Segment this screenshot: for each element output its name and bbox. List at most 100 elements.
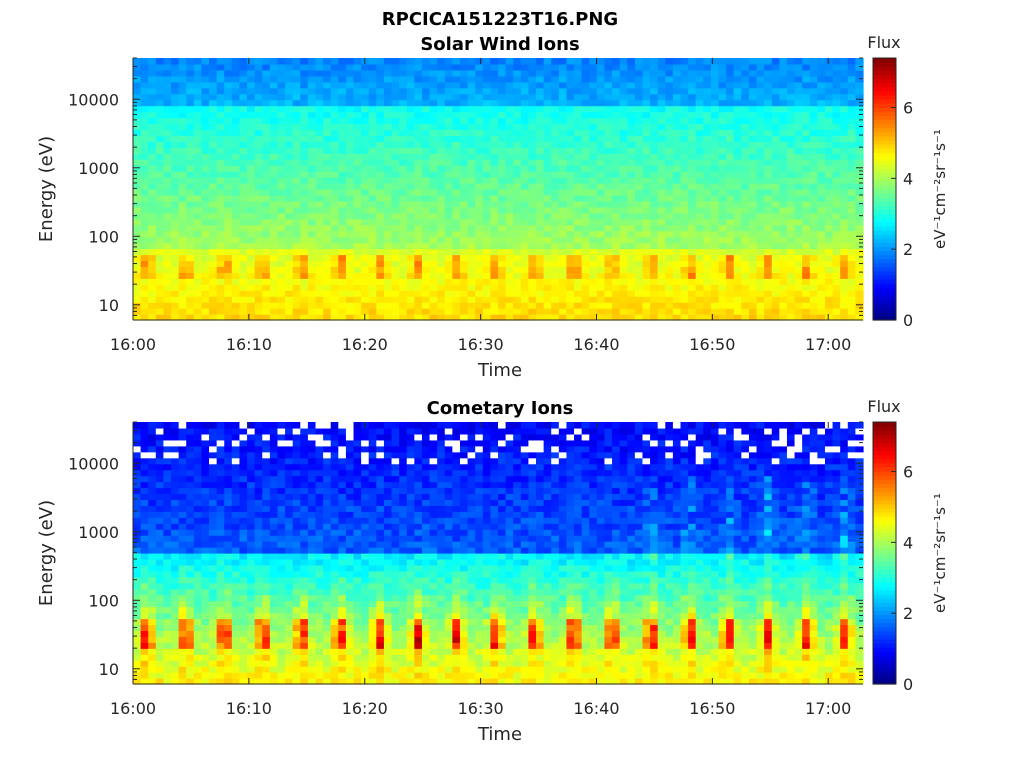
heatmap-cell <box>719 302 727 309</box>
heatmap-cell <box>209 660 217 667</box>
heatmap-cell <box>376 141 384 148</box>
heatmap-cell <box>513 82 521 89</box>
heatmap-cell <box>802 290 810 297</box>
heatmap-cell <box>833 118 841 125</box>
heatmap-cell <box>217 100 225 107</box>
heatmap-cell <box>171 106 179 113</box>
heatmap-cell <box>163 589 171 596</box>
heatmap-cell <box>148 654 156 661</box>
heatmap-cell <box>490 153 498 160</box>
heatmap-cell <box>133 607 141 614</box>
heatmap-cell <box>163 260 171 267</box>
heatmap-cell <box>141 571 149 578</box>
heatmap-cell <box>528 237 536 244</box>
heatmap-cell <box>612 106 620 113</box>
heatmap-cell <box>757 129 765 136</box>
heatmap-cell <box>361 135 369 142</box>
heatmap-cell <box>604 195 612 202</box>
heatmap-cell <box>270 177 278 184</box>
heatmap-cell <box>247 272 255 279</box>
heatmap-cell <box>582 201 590 208</box>
heatmap-cell <box>582 82 590 89</box>
heatmap-cell <box>361 237 369 244</box>
heatmap-cell <box>574 243 582 250</box>
heatmap-cell <box>156 82 164 89</box>
heatmap-cell <box>171 249 179 256</box>
heatmap-cell <box>741 82 749 89</box>
heatmap-cell <box>437 118 445 125</box>
heatmap-cell <box>779 58 787 65</box>
heatmap-cell <box>795 284 803 291</box>
heatmap-cell <box>277 94 285 101</box>
heatmap-cell <box>346 88 354 95</box>
heatmap-cell <box>779 278 787 285</box>
heatmap-cell <box>156 272 164 279</box>
heatmap-cell <box>323 70 331 77</box>
heatmap-cell <box>217 434 225 441</box>
heatmap-cell <box>764 153 772 160</box>
heatmap-cell <box>848 70 856 77</box>
heatmap-cell <box>597 94 605 101</box>
heatmap-cell <box>521 272 529 279</box>
heatmap-cell <box>810 302 818 309</box>
heatmap-cell <box>513 225 521 232</box>
heatmap-cell <box>224 302 232 309</box>
heatmap-cell <box>232 302 240 309</box>
heatmap-cell <box>840 64 848 71</box>
heatmap-cell <box>217 106 225 113</box>
heatmap-cell <box>255 159 263 166</box>
heatmap-cell <box>255 106 263 113</box>
heatmap-cell <box>642 302 650 309</box>
heatmap-cell <box>171 308 179 315</box>
heatmap-cell <box>430 284 438 291</box>
heatmap-cell <box>186 488 194 495</box>
heatmap-cell <box>787 76 795 83</box>
heatmap-cell <box>787 308 795 315</box>
heatmap-cell <box>551 159 559 166</box>
heatmap-cell <box>430 207 438 214</box>
heatmap-cell <box>239 237 247 244</box>
heatmap-cell <box>323 231 331 238</box>
heatmap-cell <box>369 58 377 65</box>
heatmap-cell <box>407 141 415 148</box>
heatmap-cell <box>384 249 392 256</box>
heatmap-cell <box>171 201 179 208</box>
heatmap-cell <box>201 601 209 608</box>
heatmap-cell <box>201 523 209 530</box>
heatmap-cell <box>179 225 187 232</box>
heatmap-cell <box>346 189 354 196</box>
heatmap-cell <box>528 195 536 202</box>
heatmap-cell <box>855 207 863 214</box>
heatmap-cell <box>566 195 574 202</box>
heatmap-cell <box>840 302 848 309</box>
heatmap-cell <box>513 64 521 71</box>
heatmap-cell <box>498 100 506 107</box>
heatmap-cell <box>840 225 848 232</box>
heatmap-cell <box>201 595 209 602</box>
heatmap-cell <box>437 82 445 89</box>
heatmap-cell <box>506 106 514 113</box>
heatmap-cell <box>224 529 232 536</box>
heatmap-cell <box>414 272 422 279</box>
heatmap-cell <box>361 255 369 262</box>
heatmap-cell <box>597 266 605 273</box>
heatmap-cell <box>749 284 757 291</box>
heatmap-cell <box>209 58 217 65</box>
heatmap-cell <box>513 159 521 166</box>
heatmap-cell <box>156 613 164 620</box>
heatmap-cell <box>156 219 164 226</box>
heatmap-cell <box>764 58 772 65</box>
heatmap-cell <box>163 201 171 208</box>
heatmap-cell <box>399 159 407 166</box>
heatmap-cell <box>141 654 149 661</box>
heatmap-cell <box>544 153 552 160</box>
heatmap-cell <box>604 296 612 303</box>
heatmap-cell <box>817 58 825 65</box>
heatmap-cell <box>422 88 430 95</box>
heatmap-cell <box>209 464 217 471</box>
heatmap-cell <box>163 112 171 119</box>
heatmap-cell <box>384 189 392 196</box>
heatmap-cell <box>194 284 202 291</box>
heatmap-cell <box>726 266 734 273</box>
heatmap-cell <box>665 302 673 309</box>
